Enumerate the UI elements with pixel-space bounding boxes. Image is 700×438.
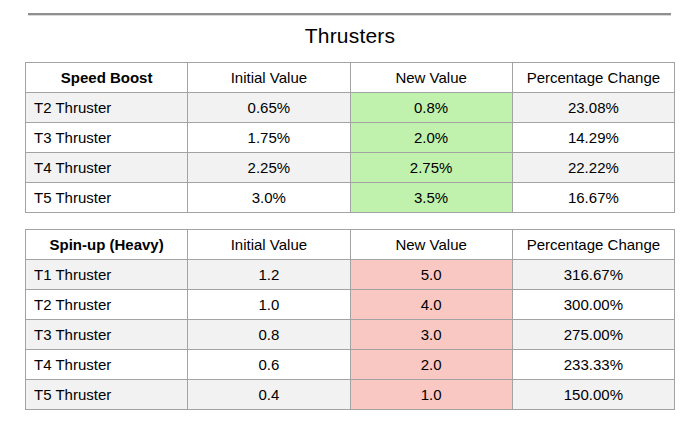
value-cell: 14.29% [512, 123, 674, 153]
thrusters-report: Thrusters Speed BoostInitial ValueNew Va… [0, 0, 700, 438]
table-row: T3 Thruster0.83.0275.00% [26, 320, 675, 350]
page-title: Thrusters [0, 24, 700, 48]
new-value-cell: 1.0 [350, 380, 512, 410]
table-row: T3 Thruster1.75%2.0%14.29% [26, 123, 675, 153]
table-row: T4 Thruster2.25%2.75%22.22% [26, 153, 675, 183]
new-value-cell: 4.0 [350, 290, 512, 320]
row-label-cell: T1 Thruster [26, 260, 188, 290]
speed-boost-table: Speed BoostInitial ValueNew ValuePercent… [25, 62, 675, 213]
value-cell: 3.0% [188, 183, 350, 213]
row-label-cell: T5 Thruster [26, 183, 188, 213]
spin-up-heavy-title-header: Spin-up (Heavy) [26, 230, 188, 260]
value-cell: 0.8 [188, 320, 350, 350]
table-row: T2 Thruster0.65%0.8%23.08% [26, 93, 675, 123]
header-row: Speed BoostInitial ValueNew ValuePercent… [26, 63, 675, 93]
value-cell: 0.65% [188, 93, 350, 123]
value-cell: 23.08% [512, 93, 674, 123]
table-row: T4 Thruster0.62.0233.33% [26, 350, 675, 380]
table-row: T5 Thruster0.41.0150.00% [26, 380, 675, 410]
row-label-cell: T3 Thruster [26, 123, 188, 153]
new-value-cell: 3.0 [350, 320, 512, 350]
value-cell: 150.00% [512, 380, 674, 410]
new-value-cell: 2.0 [350, 350, 512, 380]
column-header: Percentage Change [512, 230, 674, 260]
value-cell: 275.00% [512, 320, 674, 350]
row-label-cell: T4 Thruster [26, 153, 188, 183]
table-row: T2 Thruster1.04.0300.00% [26, 290, 675, 320]
table-row: T1 Thruster1.25.0316.67% [26, 260, 675, 290]
column-header: Initial Value [188, 63, 350, 93]
value-cell: 22.22% [512, 153, 674, 183]
row-label-cell: T4 Thruster [26, 350, 188, 380]
row-label-cell: T5 Thruster [26, 380, 188, 410]
column-header: New Value [350, 63, 512, 93]
row-label-cell: T2 Thruster [26, 93, 188, 123]
row-label-cell: T3 Thruster [26, 320, 188, 350]
column-header: Percentage Change [512, 63, 674, 93]
header-row: Spin-up (Heavy)Initial ValueNew ValuePer… [26, 230, 675, 260]
new-value-cell: 5.0 [350, 260, 512, 290]
new-value-cell: 0.8% [350, 93, 512, 123]
value-cell: 2.25% [188, 153, 350, 183]
value-cell: 233.33% [512, 350, 674, 380]
top-divider [28, 13, 671, 16]
speed-boost-title-header: Speed Boost [26, 63, 188, 93]
value-cell: 1.2 [188, 260, 350, 290]
value-cell: 1.75% [188, 123, 350, 153]
new-value-cell: 2.0% [350, 123, 512, 153]
column-header: New Value [350, 230, 512, 260]
value-cell: 0.4 [188, 380, 350, 410]
value-cell: 300.00% [512, 290, 674, 320]
new-value-cell: 2.75% [350, 153, 512, 183]
column-header: Initial Value [188, 230, 350, 260]
value-cell: 1.0 [188, 290, 350, 320]
value-cell: 0.6 [188, 350, 350, 380]
row-label-cell: T2 Thruster [26, 290, 188, 320]
table-row: T5 Thruster3.0%3.5%16.67% [26, 183, 675, 213]
value-cell: 16.67% [512, 183, 674, 213]
new-value-cell: 3.5% [350, 183, 512, 213]
spin-up-heavy-table: Spin-up (Heavy)Initial ValueNew ValuePer… [25, 229, 675, 410]
value-cell: 316.67% [512, 260, 674, 290]
